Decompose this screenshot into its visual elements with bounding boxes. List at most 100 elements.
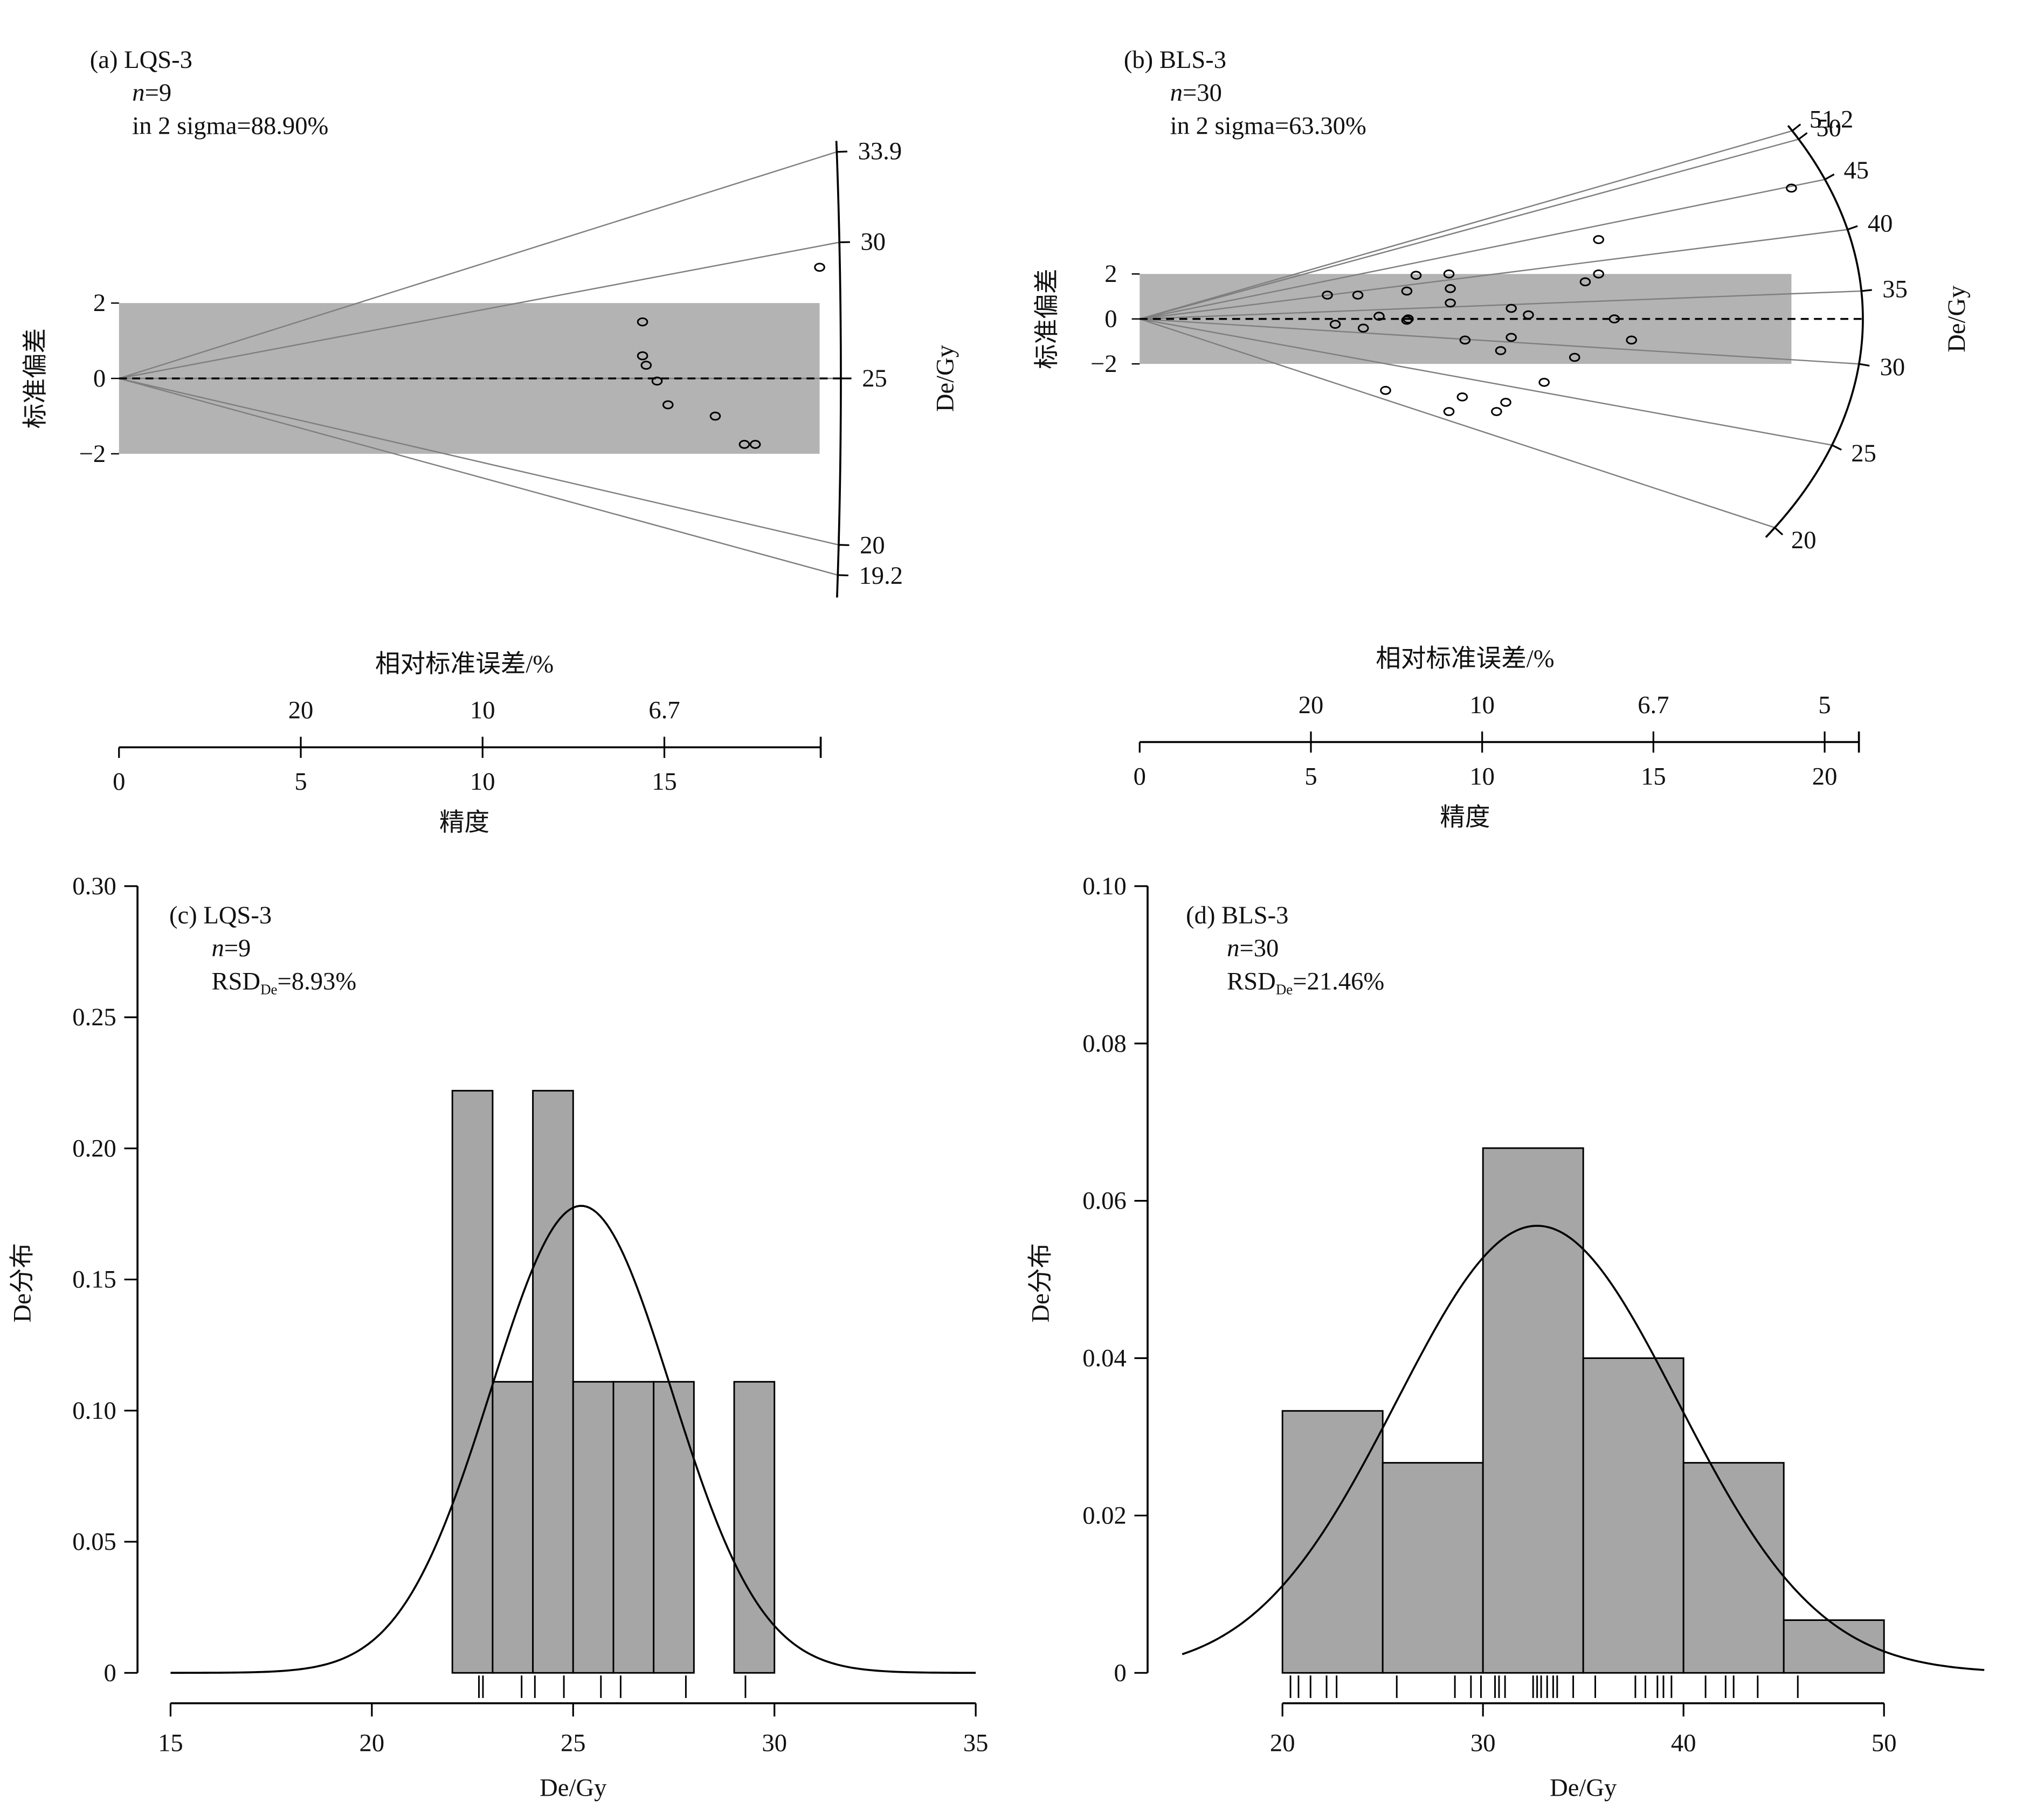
- ray: [1139, 318, 1775, 529]
- x-tick-label: 20: [360, 1729, 385, 1757]
- annotation-part: (d) BLS-3: [1186, 901, 1288, 929]
- point: [1608, 314, 1620, 323]
- density-curve: [170, 1205, 976, 1674]
- point: [1443, 269, 1455, 279]
- x2-tick-label: 20: [288, 696, 314, 724]
- x-axis-title: De/Gy: [1550, 1774, 1617, 1802]
- annotation-part: =30: [1239, 934, 1279, 962]
- x-axis-title: 精度: [439, 809, 489, 837]
- point: [1491, 407, 1502, 416]
- annotation-part: RSD: [211, 967, 260, 995]
- arc-tick-label: 45: [1843, 156, 1869, 184]
- x2-tick-label: 10: [1469, 691, 1495, 719]
- x2-tick-label: 6.7: [1638, 691, 1669, 719]
- y-axis-title: 标准偏差: [22, 328, 50, 429]
- point: [1445, 298, 1456, 308]
- y-tick-label: 0.02: [1082, 1501, 1127, 1529]
- x-tick-label: 15: [652, 768, 677, 796]
- bar: [653, 1381, 695, 1674]
- annotation-part: =30: [1183, 79, 1222, 107]
- y-tick-label: 0.25: [72, 1003, 116, 1031]
- ray: [119, 241, 840, 379]
- annotation-part: n: [1227, 934, 1239, 962]
- point: [1373, 312, 1385, 321]
- annotation: n=9: [211, 934, 251, 962]
- ray: [119, 377, 839, 546]
- point: [637, 351, 648, 361]
- annotation: (b) BLS-3: [1124, 46, 1226, 74]
- y-axis-title: De分布: [9, 1243, 37, 1323]
- arc-tick: [1861, 289, 1872, 292]
- arc-tick: [1831, 444, 1842, 451]
- point: [1403, 314, 1414, 323]
- bar: [1682, 1462, 1785, 1674]
- x-tick-label: 10: [470, 768, 495, 796]
- annotation-part: n: [132, 79, 144, 107]
- annotation: (d) BLS-3: [1186, 901, 1288, 929]
- arc-tick-label: 40: [1868, 210, 1893, 238]
- point: [1569, 353, 1580, 362]
- point: [651, 376, 663, 386]
- arc-tick-label: 51.2: [1810, 105, 1854, 133]
- r-axis-title: De/Gy: [931, 344, 959, 412]
- ray: [1139, 139, 1799, 320]
- arc-tick: [1847, 225, 1858, 231]
- arc-tick: [838, 574, 848, 577]
- x-tick-label: 10: [1469, 762, 1495, 790]
- point: [1593, 269, 1605, 279]
- y-tick-label: −2: [1090, 350, 1117, 378]
- x-tick-label: 25: [561, 1729, 586, 1757]
- y-tick-label: 0.10: [72, 1397, 116, 1425]
- y-tick-label: 0.30: [72, 872, 116, 900]
- annotation-part: (a) LQS-3: [90, 46, 192, 74]
- point: [1329, 320, 1341, 329]
- point: [1538, 377, 1550, 387]
- annotation: (c) LQS-3: [169, 901, 272, 929]
- x-tick-label: 20: [1270, 1729, 1295, 1757]
- annotation: RSDDe=21.46%: [1227, 967, 1384, 997]
- ray: [1140, 290, 1862, 320]
- point: [1786, 183, 1797, 193]
- annotation-part: =9: [145, 79, 172, 107]
- arc-tick-label: 30: [860, 228, 886, 256]
- annotation-part: De: [260, 981, 277, 997]
- y-tick-label: 2: [93, 289, 106, 317]
- arc-tick-label: 20: [1791, 526, 1817, 554]
- arc-tick: [1798, 132, 1808, 140]
- x-axis-title: De/Gy: [540, 1774, 607, 1802]
- y-axis-title: 标准偏差: [1033, 268, 1061, 369]
- x2-axis-title: 相对标准误差/%: [1376, 645, 1554, 673]
- annotation-part: n: [1170, 79, 1183, 107]
- annotation: n=30: [1227, 934, 1279, 962]
- x2-tick-label: 6.7: [648, 696, 680, 724]
- annotation: in 2 sigma=63.30%: [1170, 112, 1366, 140]
- point: [1322, 291, 1333, 300]
- point: [709, 411, 721, 421]
- annotation-part: in 2 sigma=63.30%: [1170, 112, 1366, 140]
- point: [1626, 335, 1638, 345]
- point: [640, 361, 652, 370]
- y-tick-label: 0.05: [72, 1528, 116, 1556]
- x-tick-label: 0: [113, 768, 125, 796]
- arc-tick: [1791, 123, 1801, 132]
- x-tick-label: 30: [1470, 1729, 1496, 1757]
- x2-tick-label: 20: [1299, 691, 1324, 719]
- arc-tick-label: 50: [1816, 114, 1841, 142]
- ray: [1140, 229, 1848, 320]
- x-tick-label: 15: [158, 1729, 183, 1757]
- annotation-part: =8.93%: [278, 967, 357, 995]
- bar: [1382, 1462, 1484, 1674]
- ray: [119, 151, 837, 379]
- bar: [572, 1381, 614, 1674]
- arc-tick: [837, 150, 848, 153]
- x-axis-title: 精度: [1440, 803, 1490, 831]
- point: [1401, 315, 1413, 325]
- annotation: n=9: [132, 79, 171, 107]
- arc-tick: [1774, 527, 1784, 536]
- ray: [119, 377, 838, 576]
- x-tick-label: 30: [762, 1729, 787, 1757]
- density-curve: [1182, 1225, 1985, 1671]
- point: [814, 263, 825, 272]
- point: [1459, 335, 1471, 345]
